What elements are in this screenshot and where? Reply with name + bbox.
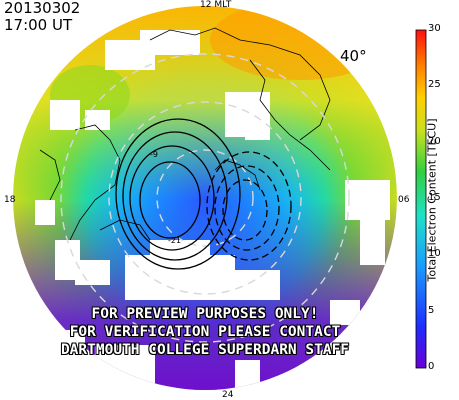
potential-contours-dawn: [206, 151, 292, 261]
colorbar-tick-label: 20: [428, 135, 441, 147]
data-gap-regions: [35, 30, 390, 390]
warning-line-1: FOR PREVIEW PURPOSES ONLY!: [91, 306, 319, 322]
mlt-label-noon: 12 MLT: [200, 0, 232, 10]
contour-label: -21: [168, 236, 182, 245]
latitude-limit-label: 40°: [340, 47, 367, 65]
colorbar-tick-label: 25: [428, 79, 441, 91]
mlt-label-dawn: 06: [398, 195, 410, 205]
mlt-label-dusk: 18: [4, 195, 16, 205]
latitude-grid: [60, 53, 350, 343]
contour-label: -9: [150, 150, 158, 159]
colorbar: [415, 29, 427, 369]
coastlines: [39, 27, 331, 241]
time-label: 17:00 UT: [4, 16, 73, 34]
colorbar-tick-label: 5: [428, 304, 435, 316]
colorbar-tick-label: 10: [428, 248, 441, 260]
warning-line-2: FOR VERIFICATION PLEASE CONTACT: [69, 324, 341, 340]
mlt-label-midnight: 24: [222, 390, 234, 400]
colorbar-tick-label: 30: [428, 23, 441, 34]
potential-contours-dusk: [115, 118, 241, 270]
warning-line-3: DARTMOUTH COLLEGE SUPERDARN STAFF: [60, 342, 350, 358]
date-label: 20130302: [4, 0, 81, 17]
colorbar-tick-label: 15: [428, 192, 441, 203]
colorbar-tick-label: 0: [428, 361, 435, 372]
